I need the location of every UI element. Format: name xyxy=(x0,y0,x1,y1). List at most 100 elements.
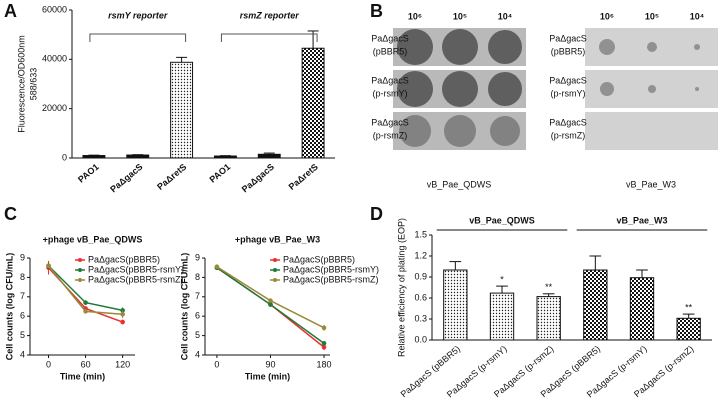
group-label: vB_Pae_QDWS xyxy=(469,215,535,225)
panel-label: D xyxy=(370,204,383,224)
significance: * xyxy=(500,274,504,284)
point xyxy=(268,298,273,303)
plaque-spot xyxy=(442,29,478,65)
plasmid-label: (pBBR5) xyxy=(551,46,586,56)
plasmid-label: (pBBR5) xyxy=(373,46,408,56)
y-tick-label: 5 xyxy=(195,330,200,340)
point xyxy=(268,302,273,307)
plaque-spot xyxy=(695,87,699,91)
y-axis-label: Cell counts (log CFU/mL) xyxy=(179,253,189,361)
x-tick-label: 120 xyxy=(115,359,130,369)
y-tick-label: 20000 xyxy=(42,103,67,113)
plaque-spot xyxy=(444,115,476,147)
y-axis-label: Fluorescence/OD600nm xyxy=(16,35,26,133)
y-tick-label: 7 xyxy=(195,291,200,301)
group-label: vB_Pae_W3 xyxy=(616,215,667,225)
plaque-spot xyxy=(442,71,478,107)
dilution-label: 10⁶ xyxy=(600,11,614,21)
x-tick-label: 90 xyxy=(265,359,275,369)
group-bracket xyxy=(89,33,187,42)
strain-label: PaΔgacS xyxy=(549,117,587,127)
legend-label: PaΔgacS(pBBR5-rsmZ) xyxy=(283,274,379,284)
y-tick-label: 0.9 xyxy=(414,271,427,281)
y-axis-label: Cell counts (log CFU/mL) xyxy=(4,253,14,361)
y-tick-label: 0.6 xyxy=(414,292,427,302)
plasmid-label: (p-rsmZ) xyxy=(551,130,586,140)
bar xyxy=(536,296,561,341)
bar xyxy=(676,317,701,341)
y-tick-label: 8 xyxy=(195,272,200,282)
plaque-spot xyxy=(648,85,656,93)
y-axis-label: 588/633 xyxy=(28,68,38,101)
y-tick-label: 4 xyxy=(20,349,25,359)
strain-label: PaΔgacS xyxy=(549,75,587,85)
strain-label: PaΔgacS xyxy=(371,117,409,127)
x-tick-label: PaΔgacS xyxy=(240,162,276,195)
legend-label: PaΔgacS(pBBR5-rsmY) xyxy=(283,264,379,274)
dilution-label: 10⁵ xyxy=(453,11,467,21)
y-tick-label: 1.5 xyxy=(414,229,427,239)
plate-photo xyxy=(585,112,718,150)
plaque-spot xyxy=(488,30,522,64)
bar xyxy=(629,277,655,341)
bar xyxy=(170,61,194,159)
x-tick-label: PAO1 xyxy=(76,162,101,185)
y-tick-label: 40000 xyxy=(42,54,67,64)
plasmid-label: (p-rsmZ) xyxy=(373,130,408,140)
bar xyxy=(443,269,468,341)
x-tick-label: PAO1 xyxy=(208,162,233,185)
strain-label: PaΔgacS xyxy=(549,33,587,43)
x-tick-label: PaΔgacS xyxy=(108,162,144,195)
bar xyxy=(213,155,237,159)
point xyxy=(120,319,125,325)
y-tick-label: 9 xyxy=(20,252,25,262)
point xyxy=(214,264,220,270)
bar xyxy=(82,155,106,159)
legend-marker xyxy=(273,278,277,282)
plaque-spot xyxy=(399,115,431,147)
x-axis-label: Time (min) xyxy=(60,371,105,381)
dilution-label: 10⁴ xyxy=(498,11,512,21)
plaque-spot xyxy=(488,72,522,106)
legend-marker xyxy=(78,268,82,272)
y-tick-label: 8 xyxy=(20,272,25,282)
plaque-spot xyxy=(600,82,614,96)
panel-label: C xyxy=(4,204,17,224)
y-tick-label: 0.0 xyxy=(414,334,427,344)
significance: ** xyxy=(685,302,693,312)
group-bracket xyxy=(220,33,318,42)
significance: ** xyxy=(545,282,553,292)
point xyxy=(46,263,51,269)
plasmid-label: (p-rsmY) xyxy=(373,88,408,98)
x-tick-label: 60 xyxy=(81,359,91,369)
point xyxy=(83,300,88,305)
legend-marker xyxy=(273,258,277,262)
strain-label: PaΔgacS xyxy=(371,33,409,43)
y-tick-label: 9 xyxy=(195,252,200,262)
dilution-label: 10⁵ xyxy=(645,11,659,21)
point xyxy=(321,344,327,350)
panel-label: A xyxy=(4,1,17,21)
bar xyxy=(126,154,150,159)
plaque-spot xyxy=(397,29,433,65)
strain-label: PaΔgacS xyxy=(371,75,409,85)
legend-marker xyxy=(273,268,277,272)
y-tick-label: 7 xyxy=(20,291,25,301)
x-tick-label: PaΔretS xyxy=(155,162,188,192)
y-tick-label: 1.2 xyxy=(414,250,427,260)
y-axis-label: Relative efficiency of plating (EOP) xyxy=(396,218,406,357)
bar xyxy=(583,269,608,341)
panel-label: B xyxy=(370,1,383,21)
bar xyxy=(489,292,515,341)
chart-title: +phage vB_Pae_W3 xyxy=(235,234,320,244)
point xyxy=(321,341,327,346)
plaque-spot xyxy=(397,71,433,107)
dilution-label: 10⁶ xyxy=(408,11,422,21)
legend-marker xyxy=(78,278,82,282)
y-tick-label: 60000 xyxy=(42,4,67,14)
legend-label: PaΔgacS(pBBR5-rsmZ) xyxy=(88,274,184,284)
group-label: rsmZ reporter xyxy=(240,10,300,20)
x-tick-label: 180 xyxy=(317,359,332,369)
plaque-spot xyxy=(490,116,520,146)
